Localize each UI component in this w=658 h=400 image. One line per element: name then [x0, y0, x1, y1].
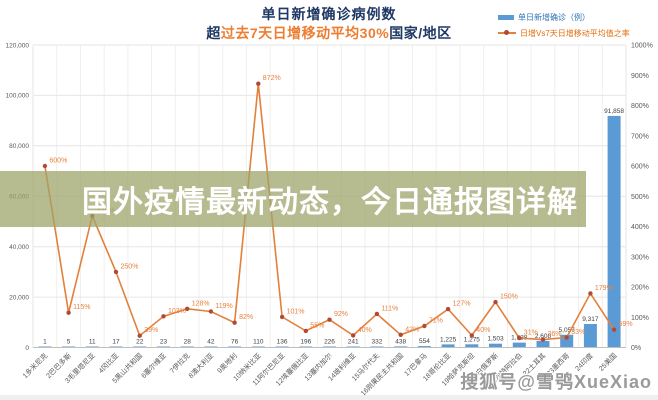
svg-text:101%: 101% — [287, 308, 305, 315]
svg-text:900%: 900% — [631, 73, 649, 80]
svg-text:80,000: 80,000 — [9, 143, 29, 150]
svg-text:600%: 600% — [631, 164, 649, 171]
svg-text:31%: 31% — [524, 330, 538, 337]
sohu-credit-watermark: 搜狐号@雪鸮XueXiao — [460, 372, 652, 392]
chart-subtitle: 超过去7天日增移动平均30%国家/地区 — [0, 23, 658, 43]
svg-text:179%: 179% — [595, 285, 613, 292]
svg-text:23: 23 — [160, 339, 168, 346]
svg-text:33%: 33% — [571, 329, 585, 336]
svg-text:1,225: 1,225 — [440, 336, 457, 343]
svg-text:55%: 55% — [310, 322, 324, 329]
svg-text:300%: 300% — [631, 254, 649, 261]
svg-text:800%: 800% — [631, 103, 649, 110]
subtitle-suffix: 国家/地区 — [389, 25, 452, 41]
svg-text:2,608: 2,608 — [535, 333, 552, 340]
subtitle-prefix: 超 — [206, 25, 221, 41]
svg-text:196: 196 — [300, 339, 311, 346]
svg-text:128%: 128% — [192, 300, 210, 307]
svg-text:250%: 250% — [121, 263, 139, 270]
svg-text:700%: 700% — [631, 133, 649, 140]
svg-text:0%: 0% — [631, 345, 641, 352]
line-value-labels: 600%115%435%250%39%103%128%119%82%872%10… — [49, 75, 632, 338]
line-swatch-icon — [498, 30, 516, 35]
legend-bar-label: 单日新增确诊（例） — [518, 12, 590, 22]
bar-value-labels: 1 5 11 17 22 23 28 42 76 110 136 196 226 241 332 438 554… — [43, 108, 624, 346]
watermark-banner: 国外疫情最新动态，今日通报图详解 — [0, 171, 586, 227]
chart-title: 单日新增确诊病例数 — [261, 6, 397, 22]
watermark-banner-text: 国外疫情最新动态，今日通报图详解 — [82, 186, 578, 219]
svg-text:119%: 119% — [215, 303, 232, 310]
svg-text:82%: 82% — [239, 314, 253, 321]
bar-series — [38, 115, 621, 348]
svg-text:150%: 150% — [500, 294, 518, 301]
svg-text:17巴拿马: 17巴拿马 — [402, 351, 429, 378]
svg-text:6塞尔维亚: 6塞尔维亚 — [139, 351, 168, 380]
svg-text:5,057: 5,057 — [559, 327, 576, 334]
svg-text:8澳大利亚: 8澳大利亚 — [186, 351, 215, 380]
page-bottom-strip — [0, 395, 658, 400]
svg-text:16刚果民主共和国: 16刚果民主共和国 — [359, 351, 406, 398]
svg-text:1,275: 1,275 — [464, 336, 481, 343]
svg-text:1000%: 1000% — [631, 43, 653, 50]
svg-text:0: 0 — [25, 345, 29, 352]
svg-text:554: 554 — [419, 338, 430, 345]
svg-text:120,000: 120,000 — [6, 42, 30, 49]
svg-text:100,000: 100,000 — [6, 93, 30, 100]
svg-text:71%: 71% — [429, 318, 443, 325]
svg-text:1: 1 — [43, 339, 47, 346]
svg-text:4冈比亚: 4冈比亚 — [96, 351, 120, 375]
svg-text:110: 110 — [253, 339, 264, 346]
svg-text:103%: 103% — [168, 308, 186, 315]
svg-text:872%: 872% — [263, 75, 281, 82]
svg-text:115%: 115% — [73, 304, 90, 311]
svg-text:241: 241 — [348, 339, 359, 346]
svg-text:92%: 92% — [334, 311, 348, 318]
legend-item-bar: 单日新增确诊（例） — [498, 9, 630, 25]
svg-text:1,503: 1,503 — [487, 336, 504, 343]
svg-text:100%: 100% — [631, 315, 649, 322]
svg-text:28: 28 — [184, 339, 192, 346]
svg-text:26%: 26% — [548, 331, 562, 338]
subtitle-highlight: 过去7天日增移动平均30% — [220, 25, 390, 41]
svg-text:9奥地利: 9奥地利 — [215, 351, 239, 375]
svg-text:39%: 39% — [144, 327, 158, 334]
right-axis-tick-labels: 1000% 900% 800% 700% 600% 500% 400% 300% 200% 100… — [631, 43, 653, 353]
svg-text:332: 332 — [371, 339, 382, 346]
svg-text:500%: 500% — [631, 194, 649, 201]
svg-text:127%: 127% — [453, 301, 471, 308]
svg-text:76: 76 — [231, 339, 239, 346]
svg-text:40%: 40% — [476, 327, 490, 334]
svg-text:7伊拉克: 7伊拉克 — [168, 351, 192, 375]
svg-text:438: 438 — [395, 338, 406, 345]
svg-text:11: 11 — [89, 339, 96, 346]
svg-text:40,000: 40,000 — [9, 244, 29, 251]
svg-text:136: 136 — [277, 339, 288, 346]
bar-swatch-icon — [498, 14, 514, 20]
svg-text:600%: 600% — [49, 158, 67, 165]
svg-text:111%: 111% — [381, 305, 398, 312]
svg-text:200%: 200% — [631, 285, 649, 292]
chart-legend: 单日新增确诊（例） 日增Vs7天日增移动平均值之率 — [498, 9, 630, 41]
legend-line-label: 日增Vs7天日增移动平均值之率 — [520, 28, 630, 38]
svg-text:17: 17 — [112, 339, 120, 346]
svg-text:9,317: 9,317 — [582, 316, 599, 323]
svg-text:42: 42 — [207, 339, 215, 346]
legend-item-line: 日增Vs7天日增移动平均值之率 — [498, 25, 630, 41]
svg-text:226: 226 — [324, 339, 335, 346]
svg-text:5: 5 — [67, 339, 71, 346]
line-series — [42, 81, 617, 342]
svg-text:59%: 59% — [619, 321, 633, 328]
svg-text:22: 22 — [136, 339, 144, 346]
svg-text:91,858: 91,858 — [604, 108, 624, 115]
svg-text:40%: 40% — [358, 327, 372, 334]
svg-text:400%: 400% — [631, 224, 649, 231]
svg-text:20,000: 20,000 — [9, 294, 29, 301]
svg-text:42%: 42% — [405, 326, 419, 333]
